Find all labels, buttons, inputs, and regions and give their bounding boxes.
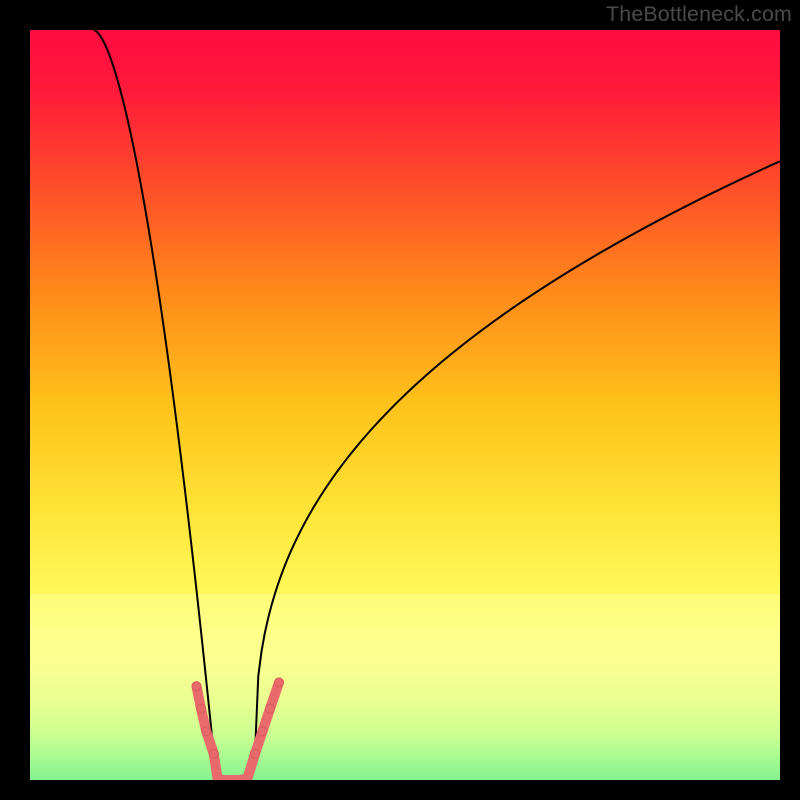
valley-marker [202,727,211,736]
chart-root: TheBottleneck.com [0,0,800,800]
watermark-text: TheBottleneck.com [606,2,792,27]
valley-marker [209,749,218,758]
valley-marker [251,749,260,758]
valley-marker [266,704,275,713]
threshold-band [30,594,780,780]
valley-marker [258,727,267,736]
valley-marker [192,682,201,691]
valley-marker [275,678,284,687]
valley-marker [197,704,206,713]
bottleneck-plot [30,30,780,780]
